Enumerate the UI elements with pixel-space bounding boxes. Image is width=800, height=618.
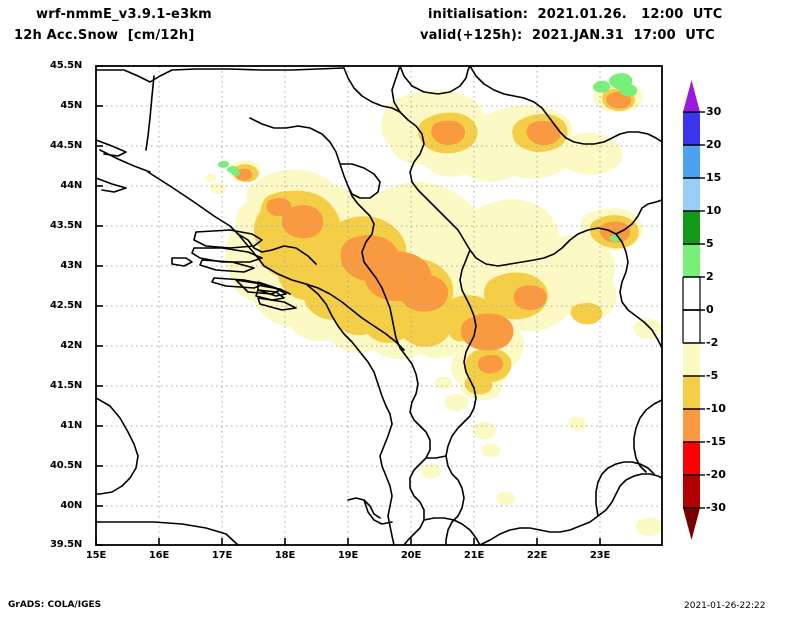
lon-label-19E: 19E xyxy=(337,550,359,561)
colorbar-band-20-30[interactable] xyxy=(683,112,700,145)
colorbar-label-15: 15 xyxy=(706,171,722,184)
colorbar-label-neg2: -2 xyxy=(706,336,719,349)
colorbar-label-neg15: -15 xyxy=(706,435,726,448)
snow-contour-field xyxy=(204,73,662,536)
snow-band-lightgreen xyxy=(217,73,638,242)
lon-label-22E: 22E xyxy=(526,550,548,561)
lat-label-44N: 44N xyxy=(60,180,82,191)
initialisation-time: initialisation: 2021.01.26. 12:00 UTC xyxy=(428,7,723,22)
lat-label-42_5N: 42.5N xyxy=(49,300,82,311)
lon-label-17E: 17E xyxy=(211,550,233,561)
lat-label-40N: 40N xyxy=(60,500,82,511)
colorbar-band-above-30[interactable] xyxy=(683,80,700,112)
lat-label-42N: 42N xyxy=(60,340,82,351)
lat-label-44_5N: 44.5N xyxy=(49,140,82,151)
lon-label-20E: 20E xyxy=(400,550,422,561)
colorbar-band-10-15[interactable] xyxy=(683,178,700,211)
colorbar-band-neg30-neg20[interactable] xyxy=(683,475,700,508)
lon-label-21E: 21E xyxy=(463,550,485,561)
lat-label-45_5N: 45.5N xyxy=(49,60,82,71)
colorbar[interactable] xyxy=(682,80,705,540)
colorbar-label-neg5: -5 xyxy=(706,369,719,382)
lat-label-43N: 43N xyxy=(60,260,82,271)
colorbar-label-neg20: -20 xyxy=(706,468,726,481)
colorbar-band-neg20-neg15[interactable] xyxy=(683,442,700,475)
colorbar-label-2: 2 xyxy=(706,270,714,283)
colorbar-band-neg2-0[interactable] xyxy=(683,310,700,343)
coastline-and-borders xyxy=(96,66,662,545)
colorbar-label-neg10: -10 xyxy=(706,402,726,415)
colorbar-label-5: 5 xyxy=(706,237,714,250)
model-title: wrf-nmmE_v3.9.1-e3km xyxy=(36,7,212,22)
colorbar-band-below-neg30[interactable] xyxy=(683,508,700,540)
lat-label-41_5N: 41.5N xyxy=(49,380,82,391)
lat-label-39_5N: 39.5N xyxy=(49,539,82,550)
colorbar-label-neg30: -30 xyxy=(706,501,726,514)
lon-label-15E: 15E xyxy=(85,550,107,561)
colorbar-label-0: 0 xyxy=(706,303,714,316)
lat-label-40_5N: 40.5N xyxy=(49,460,82,471)
field-title: 12h Acc.Snow [cm/12h] xyxy=(14,28,195,43)
colorbar-ticks xyxy=(683,111,705,509)
colorbar-band-2-5[interactable] xyxy=(683,244,700,277)
colorbar-band-0-2[interactable] xyxy=(683,277,700,310)
colorbar-band-neg10-neg5[interactable] xyxy=(683,376,700,409)
colorbar-label-20: 20 xyxy=(706,138,722,151)
snow-band-orange xyxy=(235,91,632,374)
colorbar-band-5-10[interactable] xyxy=(683,211,700,244)
colorbar-band-neg15-neg10[interactable] xyxy=(683,409,700,442)
grads-credit: GrADS: COLA/IGES xyxy=(8,600,102,610)
lon-label-18E: 18E xyxy=(274,550,296,561)
colorbar-separators xyxy=(683,111,700,509)
axis-ticks xyxy=(95,65,601,546)
lat-label-41N: 41N xyxy=(60,420,82,431)
valid-time: valid(+125h): 2021.JAN.31 17:00 UTC xyxy=(420,28,715,43)
colorbar-label-30: 30 xyxy=(706,105,722,118)
colorbar-band-15-20[interactable] xyxy=(683,145,700,178)
lat-label-43_5N: 43.5N xyxy=(49,220,82,231)
lon-label-16E: 16E xyxy=(148,550,170,561)
colorbar-label-10: 10 xyxy=(706,204,722,217)
lon-label-23E: 23E xyxy=(589,550,611,561)
lat-label-45N: 45N xyxy=(60,100,82,111)
colorbar-band-neg5-neg2[interactable] xyxy=(683,343,700,376)
render-timestamp: 2021-01-26-22:22 xyxy=(684,601,766,611)
